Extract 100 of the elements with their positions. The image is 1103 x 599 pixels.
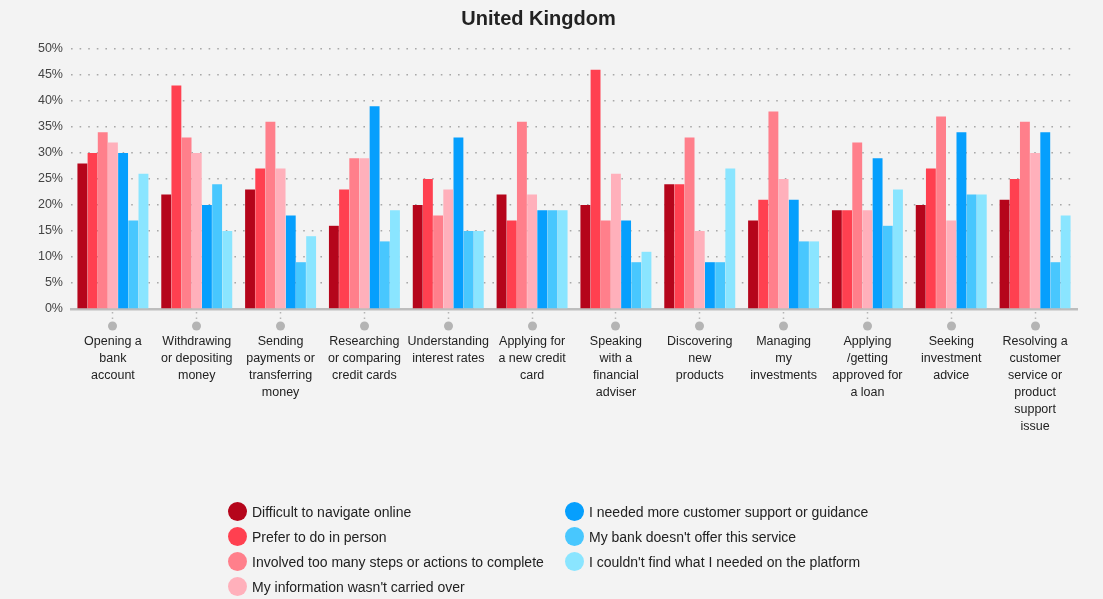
bar (893, 189, 903, 309)
bar (956, 132, 967, 309)
bar (222, 231, 233, 309)
bar (161, 194, 172, 309)
bar (809, 241, 820, 309)
bar (725, 168, 736, 309)
y-tick-label: 5% (44, 275, 63, 290)
x-tick-label: Applying for a new credit card (498, 334, 567, 383)
bar (245, 189, 255, 309)
bar (925, 168, 936, 309)
bar (831, 210, 842, 309)
bar (966, 194, 977, 309)
legend-label: Difficult to navigate online (252, 503, 412, 520)
x-tick-label: Managing my investments (750, 334, 817, 383)
bar (610, 173, 621, 309)
bar (684, 137, 695, 309)
bar (674, 184, 685, 309)
y-tick-label: 50% (37, 41, 63, 56)
bar (212, 184, 223, 309)
bar (422, 179, 433, 309)
bar (664, 184, 675, 309)
bar (369, 106, 380, 309)
x-tick-label: Withdrawing or depositing money (160, 334, 233, 383)
bar (201, 205, 212, 309)
x-tick-label: Seeking investment advice (921, 334, 982, 383)
bar (390, 210, 400, 309)
bar (1060, 215, 1071, 309)
bar (788, 199, 799, 309)
bar (275, 168, 286, 309)
bar (936, 116, 947, 309)
bar (621, 220, 632, 309)
x-tick-label: Understanding interest rates (407, 334, 489, 366)
y-tick-label: 30% (37, 145, 63, 160)
bar (758, 199, 769, 309)
bar (748, 220, 758, 309)
bar (999, 199, 1010, 309)
bar (842, 210, 852, 309)
x-tick-label: Opening a bank account (84, 334, 142, 383)
bar (296, 262, 306, 309)
legend-label: My information wasn't carried over (252, 578, 465, 595)
bar (506, 220, 517, 309)
bar (463, 231, 474, 309)
bar (537, 210, 548, 309)
x-tick-label: Researching or comparing credit cards (327, 334, 401, 383)
bar (1050, 262, 1061, 309)
bar (453, 137, 464, 309)
y-tick-label: 20% (37, 197, 63, 212)
x-tick-label: Applying /getting approved for a loan (832, 334, 903, 400)
bar (882, 225, 893, 309)
bar (87, 153, 98, 309)
bar (443, 189, 454, 309)
bar (976, 194, 987, 309)
legend-label: I needed more customer support or guidance (589, 503, 869, 520)
bar (191, 153, 202, 309)
bar (473, 231, 484, 309)
bar (946, 220, 957, 309)
bar (862, 210, 873, 309)
bar (872, 158, 883, 309)
bar (694, 231, 705, 309)
bar (433, 215, 444, 309)
y-tick-label: 15% (37, 223, 63, 238)
bar (77, 163, 88, 309)
y-tick-label: 40% (37, 93, 63, 108)
bar (138, 173, 149, 309)
bar (359, 158, 370, 309)
bar (641, 251, 652, 309)
chart-title: United Kingdom (461, 6, 616, 29)
bar (915, 205, 926, 309)
y-tick-label: 10% (37, 249, 63, 264)
legend-label: I couldn't find what I needed on the platform (589, 553, 861, 570)
bar (1030, 153, 1041, 309)
legend-label: Involved too many steps or actions to complete (252, 553, 544, 570)
bar (590, 69, 601, 309)
bar (516, 121, 527, 309)
x-tick-label: Discovering new products (667, 334, 733, 383)
y-tick-label: 45% (37, 67, 63, 82)
bar (181, 137, 192, 309)
bar (631, 262, 642, 309)
bar (171, 85, 182, 309)
x-tick-label: Speaking with a financial adviser (589, 334, 643, 400)
bar (704, 262, 715, 309)
bar (600, 220, 611, 309)
bar (339, 189, 349, 309)
legend-label: My bank doesn't offer this service (589, 528, 797, 545)
bar (580, 205, 591, 309)
bar (715, 262, 726, 309)
bar (496, 194, 507, 309)
x-tick-label: Resolving a customer service or product support issue (1002, 334, 1068, 434)
bar (306, 236, 317, 309)
x-tick-label: Sending payments or transferring money (246, 334, 315, 400)
bar (852, 142, 863, 309)
y-tick-label: 0% (44, 301, 63, 316)
bar (768, 111, 779, 309)
bar (328, 225, 339, 309)
bar (527, 194, 538, 309)
bar (118, 153, 129, 309)
bar (547, 210, 558, 309)
legend-label: Prefer to do in person (252, 528, 387, 545)
bar (285, 215, 296, 309)
bar (97, 132, 108, 309)
